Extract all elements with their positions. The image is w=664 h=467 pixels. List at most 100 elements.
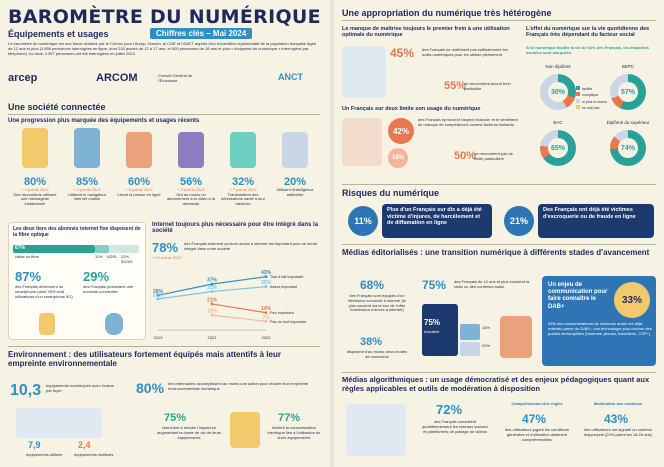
line-chart: 2019 2021 2023 28% 37% 43%Tout à fait importa…	[153, 270, 307, 340]
data-label: 37%	[207, 278, 218, 284]
algo-block: 72% des Français consultent quotidiennem…	[342, 398, 656, 464]
intro-text: Le baromètre du numérique est une étude …	[8, 41, 317, 56]
legend-label: ne sait pas	[582, 106, 600, 111]
r3-title: Médias éditorialisés : une transition nu…	[342, 248, 650, 257]
used-count: 7,9	[28, 440, 41, 450]
left-page: BAROMÈTRE DU NUMÉRIQUE Équipements et us…	[0, 0, 330, 467]
mastery-label: des Français ne maîtrisent pas suffisamm…	[422, 47, 508, 57]
radio-light-value: 20%	[482, 343, 491, 348]
donut-ring: 74%	[610, 130, 646, 166]
cge-logo: Conseil Général de l'Économie	[158, 73, 193, 83]
connection-label: disposent d'au moins deux modes de conne…	[346, 349, 408, 359]
legend-swatch	[576, 92, 580, 97]
series-name: Tout à fait important	[270, 275, 304, 279]
fiber-pct: 67%	[15, 245, 26, 251]
chart-lead-delta: + 10 points 2022	[152, 255, 182, 260]
series-line	[211, 303, 267, 314]
series-name: Assez important	[270, 285, 298, 289]
radio-bar-light	[460, 342, 480, 356]
fiber-title: Les deux tiers des abonnés internet fixe…	[13, 226, 141, 238]
data-label: 35%	[261, 280, 272, 286]
donut-ring: 57%	[610, 74, 646, 110]
x-tick-label: 2023	[262, 335, 272, 340]
series-line	[211, 314, 267, 322]
other-pct: 22%	[121, 254, 130, 259]
unused-count: 2,4	[78, 440, 91, 450]
social-label: des Français consultent quotidiennement …	[422, 419, 488, 434]
data-label: 25%	[153, 293, 164, 299]
stat-press: 60% + 5 points 2022 Lisent la presse en …	[117, 176, 161, 197]
data-point	[264, 285, 268, 288]
r1-sub3b: Si le numérique facilite la vie de 63% d…	[526, 45, 649, 55]
data-point	[264, 275, 268, 279]
legend-swatch	[576, 86, 580, 90]
radio-mid-value: 18%	[482, 325, 491, 330]
data-label: 14%	[261, 306, 272, 312]
donut-label: Diplômé du supérieur	[606, 120, 650, 125]
person-phone-illustration	[342, 46, 386, 98]
limits-label: des Français éprouvent l'aspect financie…	[418, 117, 518, 127]
series-name: Pas du tout important	[270, 320, 307, 324]
r1-title: Une appropriation du numérique très hété…	[342, 8, 552, 18]
limits-pct-circle: 42%	[388, 118, 414, 144]
tv-pct: 68%	[360, 278, 385, 292]
donut-grid: Non diplômé 30% BEPC 57% BAC 65% Diplômé du su…	[526, 64, 660, 182]
stat-ai: 20% Utilisent l'intelligence artificiell…	[276, 176, 314, 197]
r4-title: Médias algorithmiques : un usage démocra…	[342, 375, 650, 393]
page-title: BAROMÈTRE DU NUMÉRIQUE	[8, 6, 321, 28]
s1-title: Une société connectée	[8, 102, 106, 112]
s2-title: Environnement : des utilisateurs forteme…	[8, 350, 281, 368]
radio-bar-mid	[460, 324, 480, 340]
dab-box: Un enjeu de communication pour faire con…	[542, 276, 656, 366]
data-label: 12%	[207, 309, 218, 315]
legend-item: facilite	[576, 86, 607, 92]
chart-lead-text: des Français estiment qu'avoir accès à i…	[184, 241, 318, 251]
right-page: Une appropriation du numérique très hété…	[334, 0, 664, 467]
radio-bar-dark	[422, 304, 458, 356]
smartphone-label: des Français détiennent un smartphone (d…	[15, 284, 73, 299]
fiber-box: Les deux tiers des abonnés internet fixe…	[8, 222, 146, 340]
r1-sub2: Un Français sur deux limite son usage du…	[342, 106, 481, 112]
divider	[8, 114, 320, 115]
moderation-label: des utilisateurs ont signalé un contenu …	[583, 427, 653, 437]
legend-label: facilite	[582, 87, 593, 91]
health-icon	[230, 132, 256, 168]
mobile-bar	[109, 245, 139, 253]
risks-row: 11% Plus d'un Français sur dix a déjà ét…	[342, 202, 656, 238]
divider	[342, 184, 656, 185]
x-tick-label: 2019	[154, 335, 164, 340]
donut-value: 30%	[548, 82, 568, 102]
s1-sub: Une progression plus marquée des équipem…	[8, 118, 200, 124]
harassment-pct: 11%	[348, 206, 378, 236]
donut-label: BAC	[553, 120, 563, 125]
data-label: 7%	[262, 315, 270, 321]
donut-value: 74%	[618, 138, 638, 158]
data-label: 43%	[261, 270, 272, 276]
action-pct: 80%	[136, 380, 165, 396]
legend-swatch	[576, 105, 580, 110]
donut-chart: Diplômé du supérieur 74%	[596, 120, 660, 174]
speaker-pct: 29%	[83, 269, 110, 284]
fiber-bar	[13, 245, 95, 253]
connection-pct: 38%	[360, 336, 383, 348]
divider	[8, 346, 320, 347]
mobile-icon	[74, 128, 100, 168]
data-point	[210, 282, 214, 286]
no-barrier-pct: 55%	[444, 80, 467, 92]
x-tick-label: 2021	[208, 335, 218, 340]
smartphone-pct: 87%	[15, 269, 42, 284]
data-point	[210, 313, 214, 317]
social-illustration	[346, 404, 406, 456]
fraud-pct: 21%	[504, 206, 534, 236]
social-pct: 72%	[436, 402, 463, 417]
harassment-label: Plus d'un Français sur dix a déjà été vi…	[382, 204, 492, 238]
series-name: Peu important	[270, 311, 295, 315]
page-subtitle: Équipements et usages	[8, 29, 109, 39]
speaker-label: des Français possèdent une enceinte conn…	[83, 284, 134, 294]
r2-title: Risques du numérique	[342, 188, 440, 198]
data-point	[156, 297, 160, 301]
other-label: 4G/5G	[121, 259, 133, 264]
equipment-count: 10,3	[10, 382, 42, 399]
r1-sub1: Le manque de maîtrise toujours le premie…	[342, 26, 510, 38]
no-limit-pct: 50%	[454, 150, 477, 162]
